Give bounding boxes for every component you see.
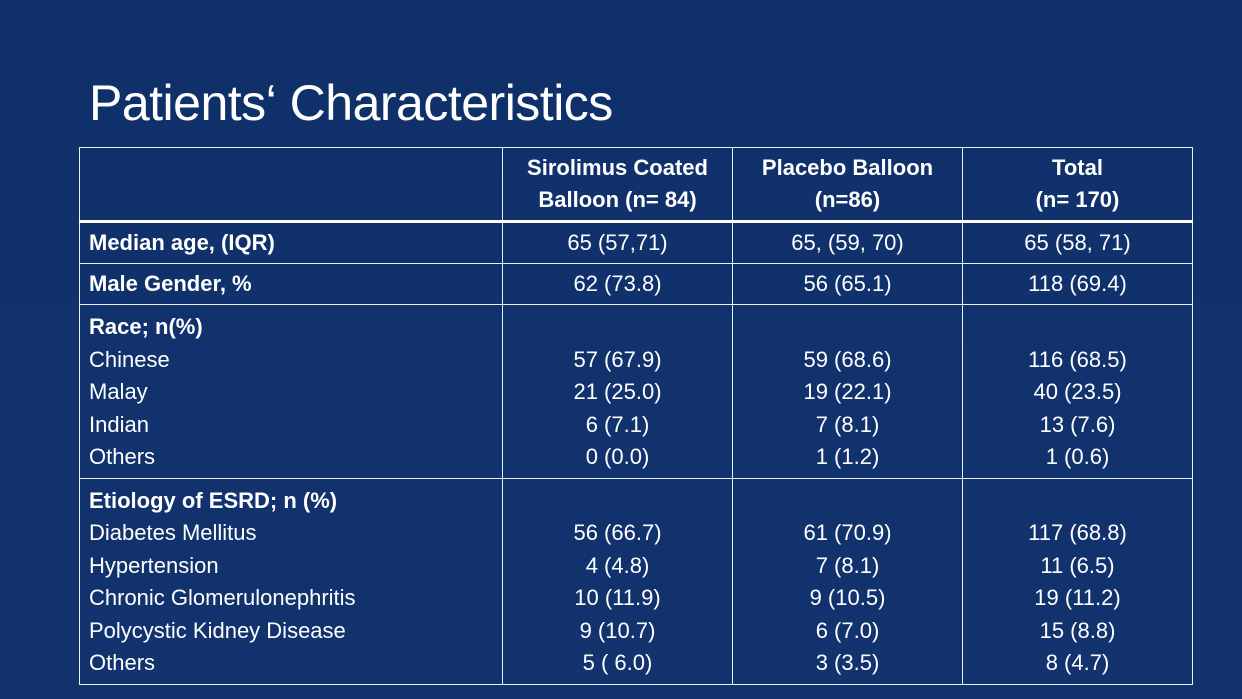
- table-row-etiology: Etiology of ESRD; n (%) Diabetes Mellitu…: [79, 477, 1193, 685]
- etiology-hypertension-sirolimus: 4 (4.8): [585, 552, 650, 578]
- header-empty-cell: [79, 147, 503, 223]
- etiology-label-polycystic: Polycystic Kidney Disease: [89, 617, 346, 643]
- male-gender-sirolimus: 62 (73.8): [502, 263, 733, 305]
- table-row-median-age: Median age, (IQR) 65 (57,71) 65, (59, 70…: [79, 221, 1193, 264]
- race-chinese-total: 116 (68.5): [1028, 346, 1127, 372]
- race-indian-placebo: 7 (8.1): [815, 411, 880, 437]
- header-total-line1: Total: [1052, 155, 1103, 180]
- median-age-total: 65 (58, 71): [962, 221, 1193, 264]
- etiology-polycystic-total: 15 (8.8): [1039, 617, 1116, 643]
- male-gender-total: 118 (69.4): [962, 263, 1193, 305]
- table-row-race: Race; n(%) Chinese Malay Indian Others 5…: [79, 304, 1193, 479]
- etiology-total-cell: 117 (68.8) 11 (6.5) 19 (11.2) 15 (8.8) 8…: [962, 477, 1193, 685]
- header-total-line2: (n= 170): [1035, 187, 1120, 212]
- etiology-others-placebo: 3 (3.5): [815, 650, 880, 675]
- race-placebo-cell: 59 (68.6) 19 (22.1) 7 (8.1) 1 (1.2): [732, 304, 963, 479]
- race-label-indian: Indian: [89, 411, 149, 437]
- median-age-sirolimus: 65 (57,71): [502, 221, 733, 264]
- etiology-others-sirolimus: 5 ( 6.0): [582, 650, 653, 675]
- etiology-hypertension-total: 11 (6.5): [1040, 552, 1115, 578]
- median-age-label: Median age, (IQR): [79, 221, 503, 264]
- header-placebo: Placebo Balloon (n=86): [732, 147, 963, 223]
- characteristics-table: Sirolimus Coated Balloon (n= 84) Placebo…: [79, 147, 1193, 685]
- etiology-glomerulonephritis-total: 19 (11.2): [1034, 585, 1121, 610]
- median-age-placebo: 65, (59, 70): [732, 221, 963, 264]
- race-malay-placebo: 19 (22.1): [803, 379, 892, 404]
- race-indian-sirolimus: 6 (7.1): [585, 411, 650, 437]
- etiology-diabetes-sirolimus: 56 (66.7): [573, 520, 662, 545]
- race-total-cell: 116 (68.5) 40 (23.5) 13 (7.6) 1 (0.6): [962, 304, 1193, 479]
- header-placebo-line1: Placebo Balloon: [761, 155, 934, 180]
- race-labels-cell: Race; n(%) Chinese Malay Indian Others: [79, 304, 503, 479]
- race-malay-sirolimus: 21 (25.0): [573, 379, 662, 404]
- etiology-label-glomerulonephritis: Chronic Glomerulonephritis: [89, 585, 356, 610]
- etiology-heading: Etiology of ESRD; n (%): [89, 487, 338, 513]
- etiology-polycystic-sirolimus: 9 (10.7): [579, 617, 656, 643]
- etiology-diabetes-total: 117 (68.8): [1028, 520, 1127, 545]
- race-indian-total: 13 (7.6): [1039, 411, 1116, 437]
- male-gender-label: Male Gender, %: [79, 263, 503, 305]
- race-malay-total: 40 (23.5): [1033, 379, 1122, 404]
- race-others-placebo: 1 (1.2): [815, 444, 880, 469]
- etiology-labels-cell: Etiology of ESRD; n (%) Diabetes Mellitu…: [79, 477, 503, 685]
- male-gender-placebo: 56 (65.1): [732, 263, 963, 305]
- etiology-label-others: Others: [89, 650, 156, 675]
- header-total: Total (n= 170): [962, 147, 1193, 223]
- header-sirolimus: Sirolimus Coated Balloon (n= 84): [502, 147, 733, 223]
- etiology-polycystic-placebo: 6 (7.0): [815, 617, 880, 643]
- race-others-total: 1 (0.6): [1045, 444, 1110, 469]
- etiology-label-diabetes: Diabetes Mellitus: [89, 520, 257, 545]
- table-row-male-gender: Male Gender, % 62 (73.8) 56 (65.1) 118 (…: [79, 263, 1193, 305]
- slide-title: Patients‘ Characteristics: [89, 75, 613, 131]
- header-sirolimus-line1: Sirolimus Coated: [527, 155, 708, 180]
- race-heading: Race; n(%): [89, 314, 203, 339]
- race-label-chinese: Chinese: [89, 346, 170, 372]
- race-label-others: Others: [89, 444, 156, 469]
- race-chinese-placebo: 59 (68.6): [803, 346, 892, 372]
- race-others-sirolimus: 0 (0.0): [585, 444, 650, 469]
- header-placebo-line2: (n=86): [814, 187, 881, 212]
- etiology-hypertension-placebo: 7 (8.1): [815, 552, 880, 578]
- etiology-sirolimus-cell: 56 (66.7) 4 (4.8) 10 (11.9) 9 (10.7) 5 (…: [502, 477, 733, 685]
- race-label-malay: Malay: [89, 379, 148, 404]
- etiology-others-total: 8 (4.7): [1045, 650, 1110, 675]
- table-header-row: Sirolimus Coated Balloon (n= 84) Placebo…: [79, 147, 1193, 223]
- etiology-label-hypertension: Hypertension: [89, 552, 219, 578]
- header-sirolimus-line2: Balloon (n= 84): [538, 187, 697, 212]
- etiology-diabetes-placebo: 61 (70.9): [803, 520, 892, 545]
- etiology-glomerulonephritis-placebo: 9 (10.5): [809, 585, 886, 610]
- race-sirolimus-cell: 57 (67.9) 21 (25.0) 6 (7.1) 0 (0.0): [502, 304, 733, 479]
- etiology-glomerulonephritis-sirolimus: 10 (11.9): [574, 585, 661, 610]
- etiology-placebo-cell: 61 (70.9) 7 (8.1) 9 (10.5) 6 (7.0) 3 (3.…: [732, 477, 963, 685]
- race-chinese-sirolimus: 57 (67.9): [573, 346, 662, 372]
